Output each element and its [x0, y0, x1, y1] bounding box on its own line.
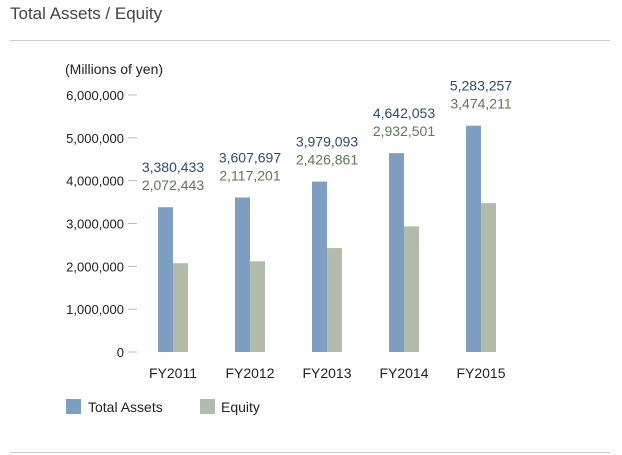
data-label-total-assets: 3,979,093: [296, 134, 358, 150]
bar-total-assets-fy2012: [235, 197, 250, 352]
legend-label: Total Assets: [88, 399, 163, 415]
bar-total-assets-fy2013: [312, 181, 327, 352]
data-label-total-assets: 4,642,053: [373, 105, 435, 121]
legend-swatch-equity: [200, 399, 215, 414]
y-tick-label: 3,000,000: [66, 217, 124, 232]
data-label-equity: 2,932,501: [373, 123, 435, 139]
data-label-total-assets: 3,607,697: [219, 149, 281, 165]
y-tick-label: 5,000,000: [66, 131, 124, 146]
data-label-equity: 2,117,201: [219, 167, 280, 183]
bar-equity-fy2012: [250, 261, 265, 352]
data-label-equity: 3,474,211: [450, 96, 511, 112]
bar-total-assets-fy2011: [158, 207, 173, 352]
data-label-equity: 2,426,861: [296, 152, 358, 168]
footer-divider: [10, 452, 610, 453]
data-label-total-assets: 5,283,257: [450, 78, 512, 94]
y-tick-label: 2,000,000: [66, 259, 124, 274]
x-tick-label: FY2012: [225, 365, 274, 381]
y-tick-label: 0: [117, 345, 124, 360]
y-tick-label: 6,000,000: [66, 88, 124, 103]
legend-swatch-total-assets: [66, 399, 81, 414]
data-label-total-assets: 3,380,433: [142, 159, 204, 175]
x-tick-label: FY2014: [379, 365, 428, 381]
y-tick-label: 1,000,000: [66, 302, 124, 317]
legend-label: Equity: [221, 399, 260, 415]
bar-equity-fy2015: [481, 203, 496, 352]
bar-total-assets-fy2014: [389, 153, 404, 352]
bar-equity-fy2014: [404, 226, 419, 352]
page-title: Total Assets / Equity: [10, 4, 163, 23]
x-tick-label: FY2011: [149, 365, 197, 381]
x-tick-label: FY2015: [456, 365, 505, 381]
data-label-equity: 2,072,443: [142, 177, 204, 193]
title-divider: [10, 40, 610, 41]
bar-total-assets-fy2015: [466, 125, 481, 352]
x-tick-label: FY2013: [302, 365, 351, 381]
bar-equity-fy2013: [327, 248, 342, 352]
y-axis-unit-label: (Millions of yen): [65, 61, 163, 77]
bar-equity-fy2011: [173, 263, 188, 352]
y-tick-label: 4,000,000: [66, 174, 124, 189]
